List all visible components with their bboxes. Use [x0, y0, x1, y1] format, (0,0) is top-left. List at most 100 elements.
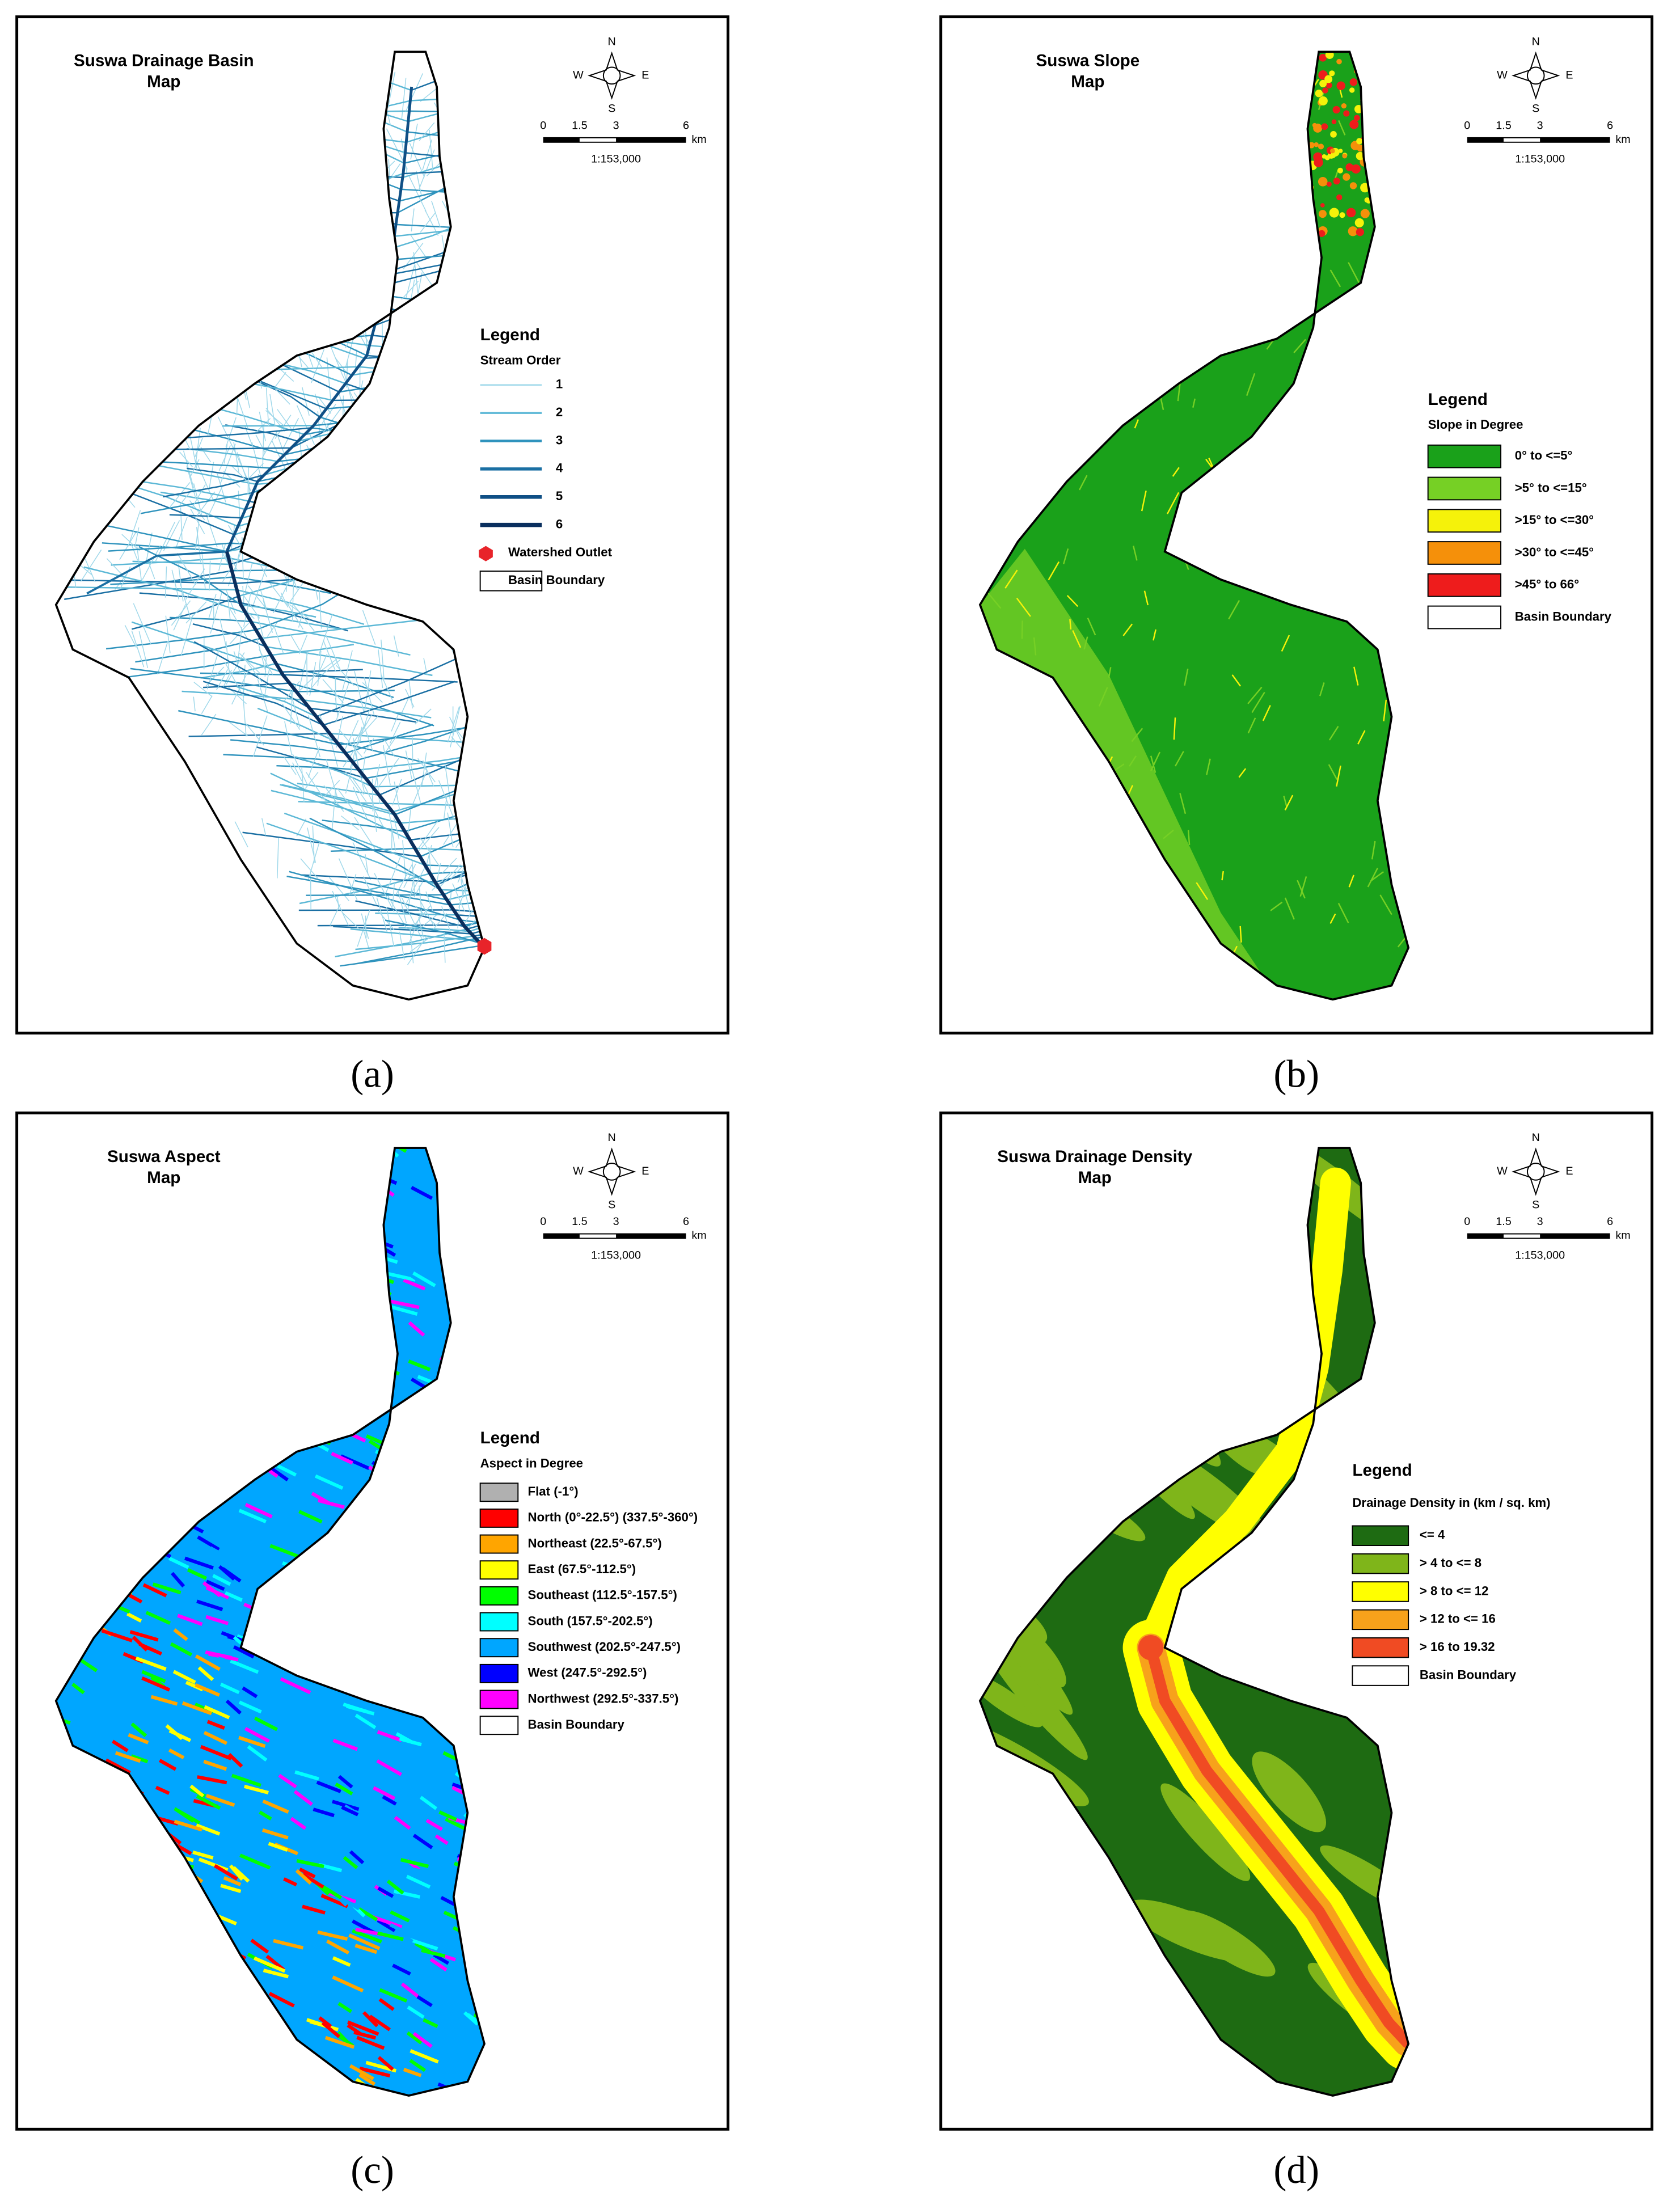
stream — [222, 425, 314, 427]
slope-strip — [1087, 618, 1096, 636]
compass-label: S — [1532, 103, 1539, 115]
aspect-strip — [407, 2005, 425, 2019]
aspect-strip — [409, 2059, 427, 2072]
compass-label: W — [573, 1165, 584, 1177]
aspect-strip — [126, 1612, 142, 1623]
aspect-strip — [173, 1628, 188, 1641]
aspect-strip — [425, 1819, 443, 1831]
stream — [142, 545, 161, 580]
stream — [429, 129, 433, 170]
stream — [298, 801, 386, 805]
stream — [257, 615, 265, 644]
stream — [391, 714, 399, 732]
stream — [269, 394, 276, 426]
stream — [442, 858, 457, 873]
legend-swatch — [479, 1482, 519, 1502]
compass-label: W — [573, 69, 584, 82]
stream — [405, 750, 412, 780]
stream — [205, 514, 218, 548]
aspect-strip — [359, 2066, 391, 2078]
aspect-strip — [233, 1645, 255, 1659]
slope-strip — [986, 592, 1002, 609]
slope-spot — [1356, 151, 1365, 160]
aspect-strip — [192, 1850, 214, 1860]
stream — [241, 654, 263, 682]
slope-strip — [1284, 897, 1295, 920]
stream — [148, 563, 155, 580]
slope-strip — [1173, 717, 1176, 740]
slope-strip — [1108, 667, 1112, 678]
aspect-strip — [403, 1269, 420, 1282]
stream — [296, 818, 307, 837]
aspect-strip — [128, 1733, 149, 1745]
stream — [282, 703, 301, 730]
stream — [287, 581, 305, 606]
stream — [138, 631, 149, 669]
aspect-strip — [408, 1359, 431, 1371]
aspect-strip — [196, 1599, 223, 1611]
stream — [320, 659, 341, 677]
basin-fill — [980, 52, 1409, 1000]
legend-swatch — [1427, 509, 1502, 533]
stream — [377, 778, 381, 805]
aspect-strip — [294, 1770, 319, 1781]
legend-swatch — [1352, 1553, 1409, 1574]
aspect-strip — [262, 1799, 289, 1814]
slope-strip — [1133, 546, 1138, 561]
aspect-strip — [168, 1729, 192, 1742]
stream — [340, 815, 359, 830]
aspect-strip — [268, 1841, 288, 1852]
slope-spot — [1354, 218, 1364, 227]
stream — [301, 874, 436, 883]
aspect-strip — [229, 1864, 244, 1881]
aspect-strip — [377, 1886, 394, 1898]
stream — [401, 897, 423, 939]
stream — [342, 650, 353, 691]
slope-spot — [1318, 210, 1327, 218]
aspect-strip — [412, 1271, 436, 1287]
stream — [444, 932, 446, 963]
aspect-strip — [220, 1682, 240, 1695]
stream — [266, 822, 437, 886]
slope-strip — [1048, 561, 1060, 581]
stream — [220, 444, 236, 484]
stream — [420, 787, 485, 858]
map-title: Map — [1078, 1168, 1112, 1187]
stream — [378, 649, 383, 689]
stream — [298, 610, 304, 628]
stream — [245, 723, 264, 746]
stream — [106, 629, 256, 650]
stream — [176, 552, 196, 585]
aspect-strip — [408, 1321, 425, 1337]
stream — [192, 484, 206, 508]
slope-spot — [1348, 226, 1358, 236]
slope-spot — [1318, 143, 1324, 150]
stream — [160, 491, 246, 510]
aspect-strip — [196, 1823, 221, 1836]
stream — [132, 595, 239, 630]
stream — [189, 459, 200, 478]
slope-spot — [1349, 182, 1357, 189]
legend-label: > 8 to <= 12 — [1420, 1583, 1489, 1598]
stream — [399, 931, 405, 960]
aspect-strip — [433, 1953, 450, 1965]
slope-strip — [1231, 674, 1242, 687]
stream — [130, 668, 297, 692]
stream — [244, 563, 253, 592]
stream — [420, 902, 434, 926]
slope-strip — [1336, 765, 1341, 787]
map-title: Map — [147, 72, 180, 91]
stream — [384, 739, 395, 757]
aspect-strip — [194, 1703, 214, 1714]
scale-label: 0 — [540, 1215, 546, 1228]
caption: (b) — [1273, 1051, 1319, 1095]
aspect-strip — [242, 1686, 258, 1699]
stream — [352, 787, 368, 821]
aspect-strip — [258, 1479, 277, 1492]
stream — [322, 820, 406, 833]
basin-fill — [56, 52, 485, 1000]
stream — [276, 662, 394, 698]
stream — [119, 532, 137, 560]
legend-swatch — [1427, 573, 1502, 597]
slope-spot — [1318, 96, 1328, 105]
